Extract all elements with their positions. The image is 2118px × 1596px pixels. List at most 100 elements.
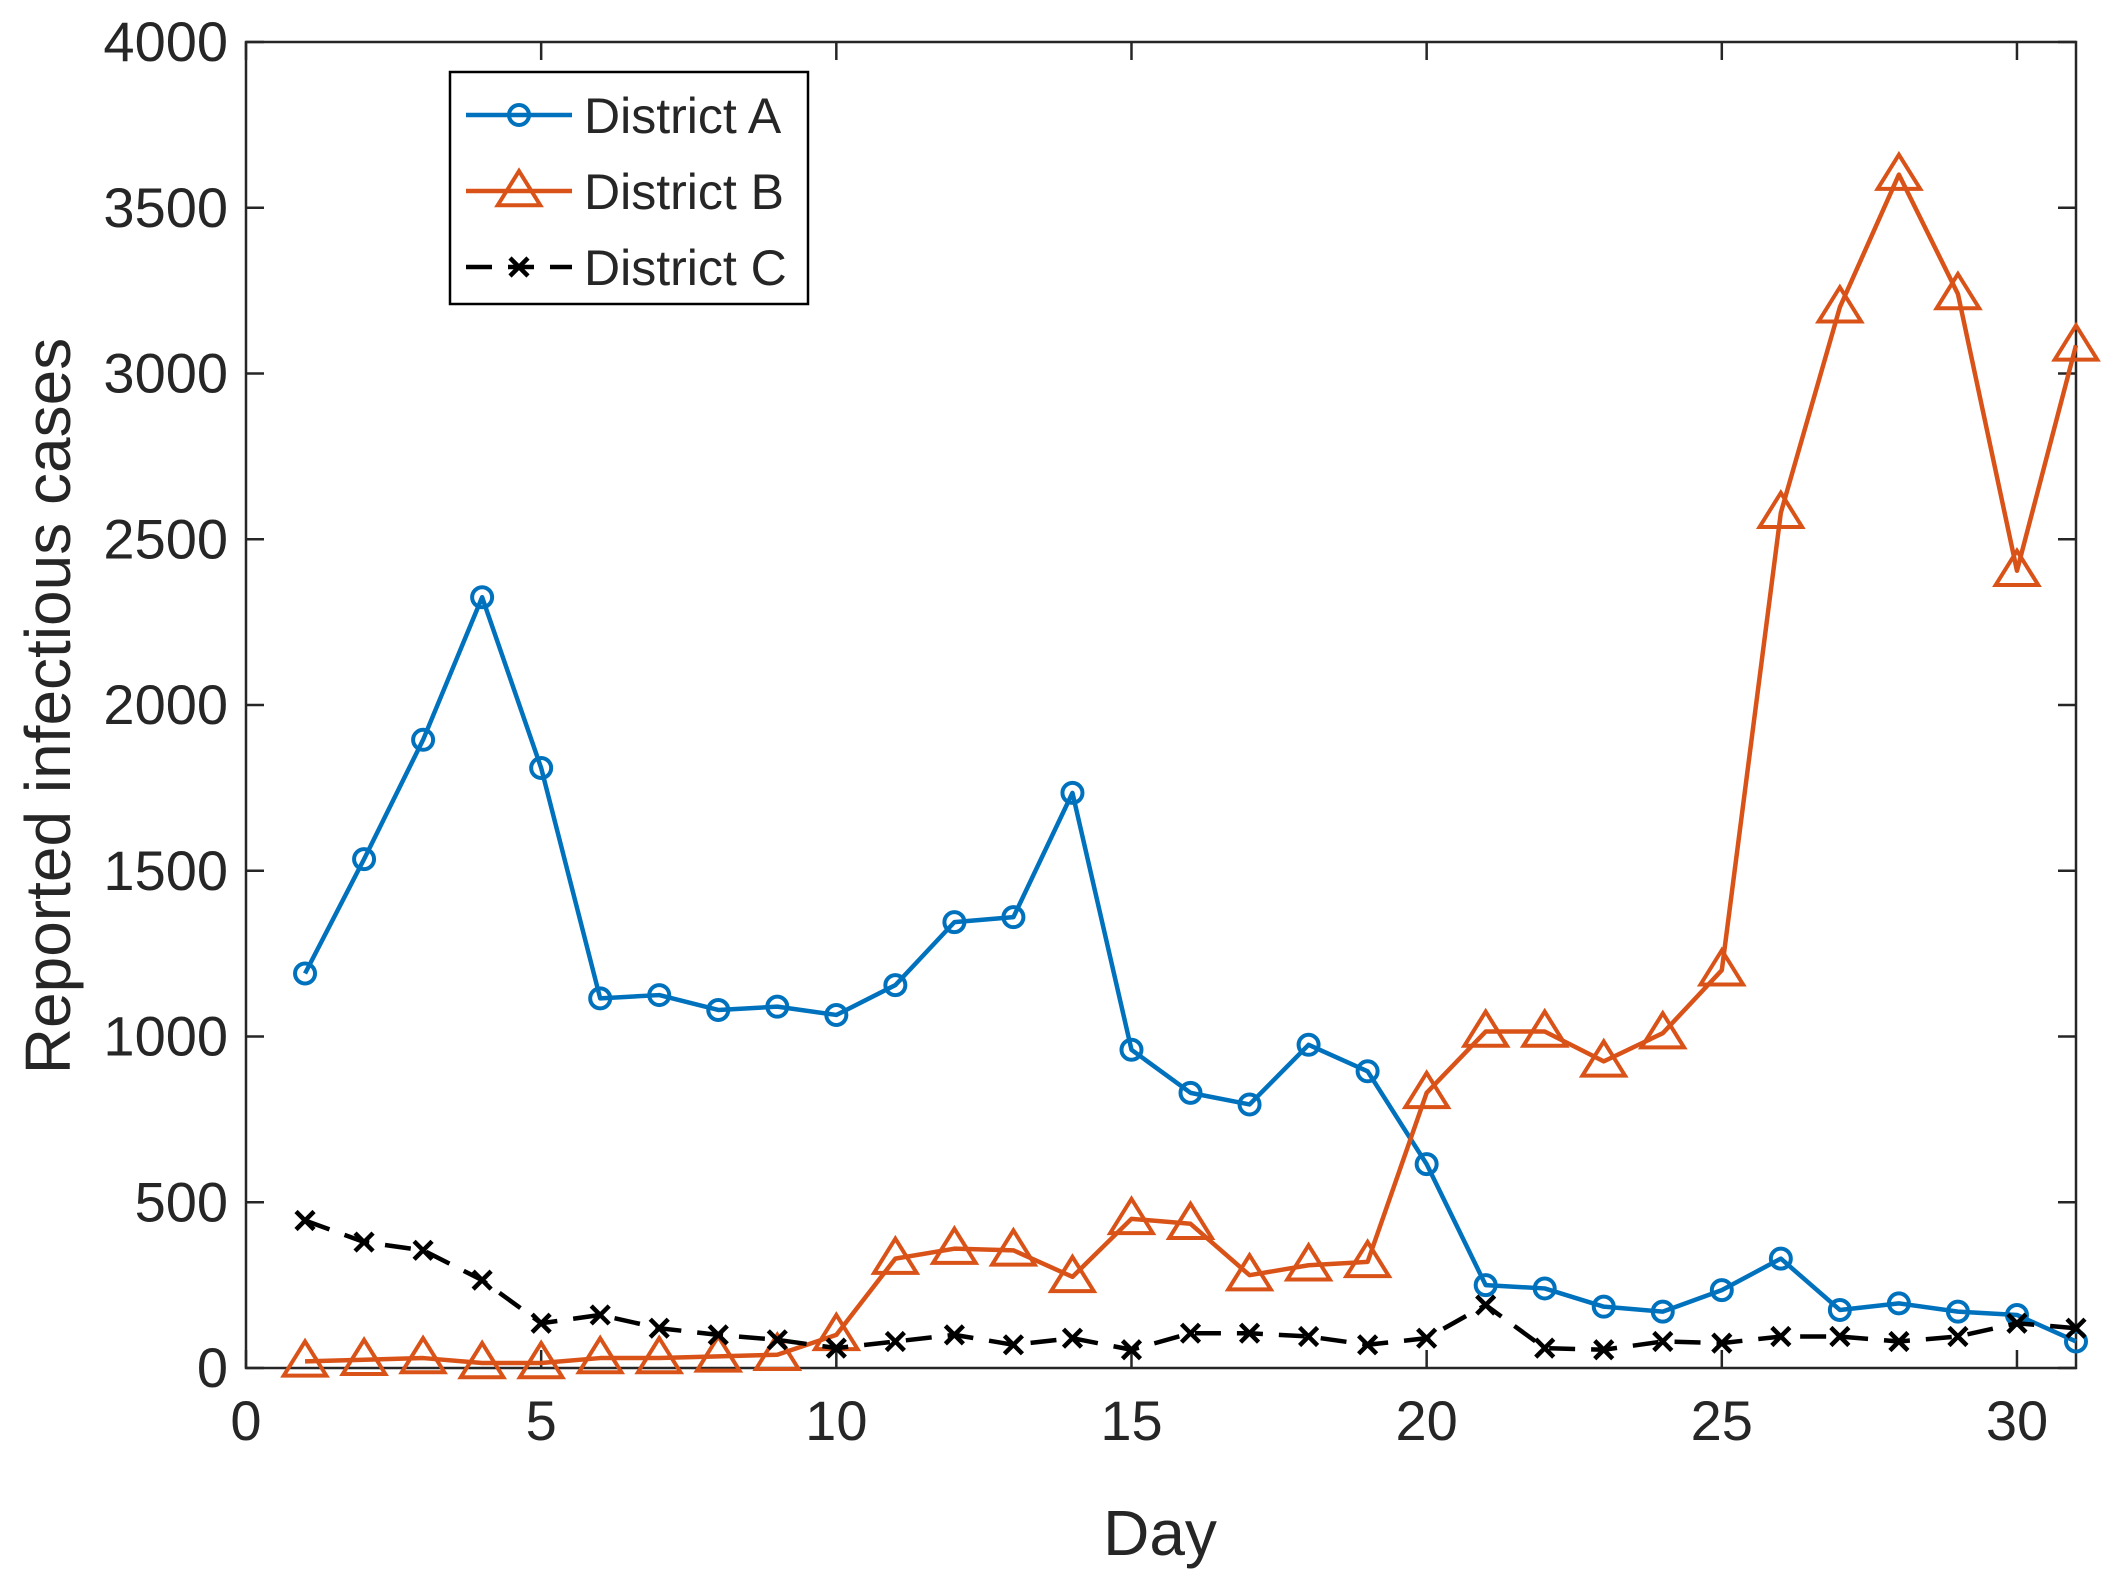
data-point-district-a [1119,1037,1144,1062]
series-district-c [294,1209,2087,1361]
x-tick-label: 15 [1100,1389,1162,1452]
legend: District A District B District C [448,70,810,306]
data-point-district-a [1060,780,1085,805]
x-axis-label: Day [1103,1497,1217,1569]
data-point-district-b [1283,1241,1334,1282]
data-point-district-a [706,997,731,1022]
data-point-district-a [470,585,495,610]
data-point-district-c [825,1337,847,1359]
data-point-district-b [280,1337,330,1378]
ticks: 0 5 10 15 20 25 30 0 500 1000 1500 2000 2500 3000 3500… [103,10,2076,1452]
data-point-district-c [2065,1317,2087,1339]
data-point-district-c [1238,1322,1261,1344]
data-point-district-a [2064,1329,2088,1354]
data-point-district-c [1947,1325,1969,1348]
legend-label-district-c: District C [584,240,787,296]
data-point-district-c [1416,1327,1438,1349]
data-point-district-c [294,1209,316,1232]
data-point-district-a [942,910,967,935]
data-point-district-a [1886,1291,1911,1316]
data-point-district-a [1768,1246,1793,1271]
series-district-b [280,150,2101,1380]
data-point-district-c [1770,1325,1792,1348]
data-point-district-c [412,1239,434,1261]
data-point-district-c [1593,1339,1615,1361]
data-point-district-c [648,1317,670,1339]
y-tick-label: 1000 [103,1005,228,1068]
data-point-district-b [1696,946,1747,987]
data-point-district-a [1237,1092,1262,1117]
data-point-district-b [1106,1195,1157,1236]
data-point-district-b [1401,1069,1452,1110]
legend-label-district-a: District A [584,88,782,144]
data-point-district-c [530,1312,552,1334]
data-point-district-c [1475,1294,1497,1316]
x-tick-label: 20 [1395,1389,1457,1452]
data-point-district-b [1578,1037,1629,1078]
series-line-district-b [304,172,2079,1366]
series-layer [280,150,2101,1380]
y-tick-label: 0 [197,1336,228,1399]
data-point-district-b [752,1331,803,1371]
legend-marker-district-a [507,103,531,127]
data-point-district-a [588,986,613,1011]
x-tick-label: 0 [230,1389,261,1452]
data-point-district-a [1532,1276,1557,1301]
data-point-district-b [1933,270,1983,311]
data-point-district-b [870,1234,921,1275]
data-point-district-a [824,1002,849,1027]
data-point-district-a [1414,1152,1439,1177]
data-point-district-c [1711,1332,1733,1354]
data-point-district-c [707,1324,729,1346]
data-point-district-c [1179,1322,1202,1344]
data-point-district-c [1888,1330,1910,1353]
data-point-district-a [1296,1032,1321,1057]
data-point-district-b [1814,283,1865,324]
data-point-district-c [2006,1312,2028,1334]
legend-marker-district-b [494,167,544,208]
legend-item-district-b: District B [466,164,784,220]
data-point-district-a [352,847,377,872]
data-point-district-b [1342,1238,1393,1279]
data-point-district-c [1357,1334,1379,1356]
data-point-district-b [1165,1200,1216,1241]
legend-item-district-c: District C [466,240,787,296]
data-point-district-a [1001,905,1026,930]
data-point-district-b [516,1339,567,1380]
data-point-district-c [471,1269,493,1291]
y-tick-label: 1500 [103,839,228,902]
x-tick-label: 25 [1691,1389,1753,1452]
data-point-district-b [988,1226,1039,1267]
data-point-district-a [293,961,318,986]
data-point-district-a [1355,1059,1380,1084]
data-point-district-b [1047,1253,1098,1294]
legend-item-district-a: District A [466,88,782,144]
data-point-district-b [339,1335,389,1376]
data-point-district-c [589,1304,611,1326]
x-tick-label: 10 [805,1389,867,1452]
data-point-district-c [766,1329,788,1351]
data-point-district-b [1755,488,1806,529]
data-point-district-b [1992,547,2042,587]
data-point-district-b [1874,150,1924,191]
data-point-district-a [1827,1297,1852,1322]
y-tick-label: 500 [135,1170,228,1233]
data-point-district-c [1120,1339,1143,1361]
data-point-district-b [2051,321,2101,362]
data-point-district-c [1652,1330,1674,1353]
data-point-district-a [529,755,554,780]
data-point-district-a [883,973,908,998]
data-point-district-a [411,727,436,752]
y-tick-label: 2500 [103,507,228,570]
y-axis-label: Reported infectious cases [12,338,84,1074]
data-point-district-b [1637,1009,1688,1050]
series-district-a [293,585,2088,1354]
data-point-district-b [1224,1251,1275,1292]
data-point-district-a [1591,1294,1616,1319]
data-point-district-c [1297,1325,1320,1348]
data-point-district-c [943,1324,965,1346]
series-line-district-a [303,595,2077,1344]
data-point-district-b [634,1334,685,1375]
